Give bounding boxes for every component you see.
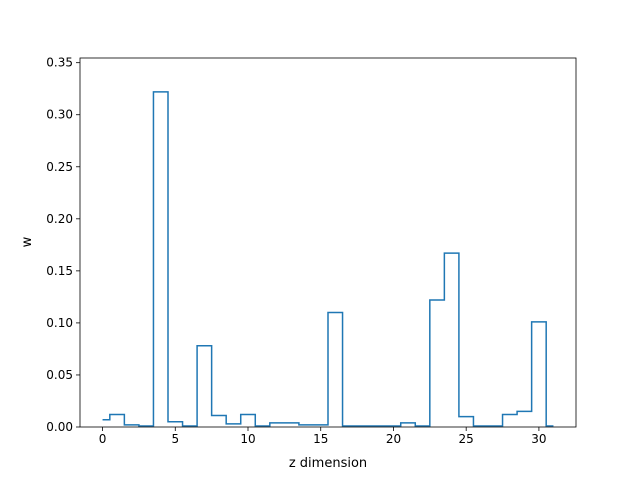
- y-tick-label: 0.30: [46, 108, 73, 122]
- x-axis-label: z dimension: [289, 456, 367, 471]
- x-tick-label: 25: [459, 432, 474, 446]
- x-tick-label: 15: [313, 432, 328, 446]
- x-tick-label: 5: [171, 432, 179, 446]
- y-axis: 0.00 0.05 0.10 0.15 0.20 0.25 0.30 0.35: [46, 56, 80, 434]
- x-axis: 0 5 10 15 20 25 30: [99, 427, 547, 446]
- data-series: [102, 91, 554, 427]
- y-tick-label: 0.15: [46, 264, 73, 278]
- plot-frame: [79, 57, 577, 428]
- y-tick-label: 0.35: [46, 56, 73, 70]
- y-axis-label: w: [20, 236, 35, 247]
- x-tick-label: 20: [386, 432, 401, 446]
- y-tick-label: 0.10: [46, 316, 73, 330]
- y-tick-label: 0.20: [46, 212, 73, 226]
- y-tick-label: 0.00: [46, 420, 73, 434]
- x-tick-label: 10: [240, 432, 255, 446]
- y-tick-label: 0.25: [46, 160, 73, 174]
- x-tick-label: 0: [99, 432, 107, 446]
- x-tick-label: 30: [531, 432, 546, 446]
- y-tick-label: 0.05: [46, 368, 73, 382]
- step-line: [102, 91, 554, 427]
